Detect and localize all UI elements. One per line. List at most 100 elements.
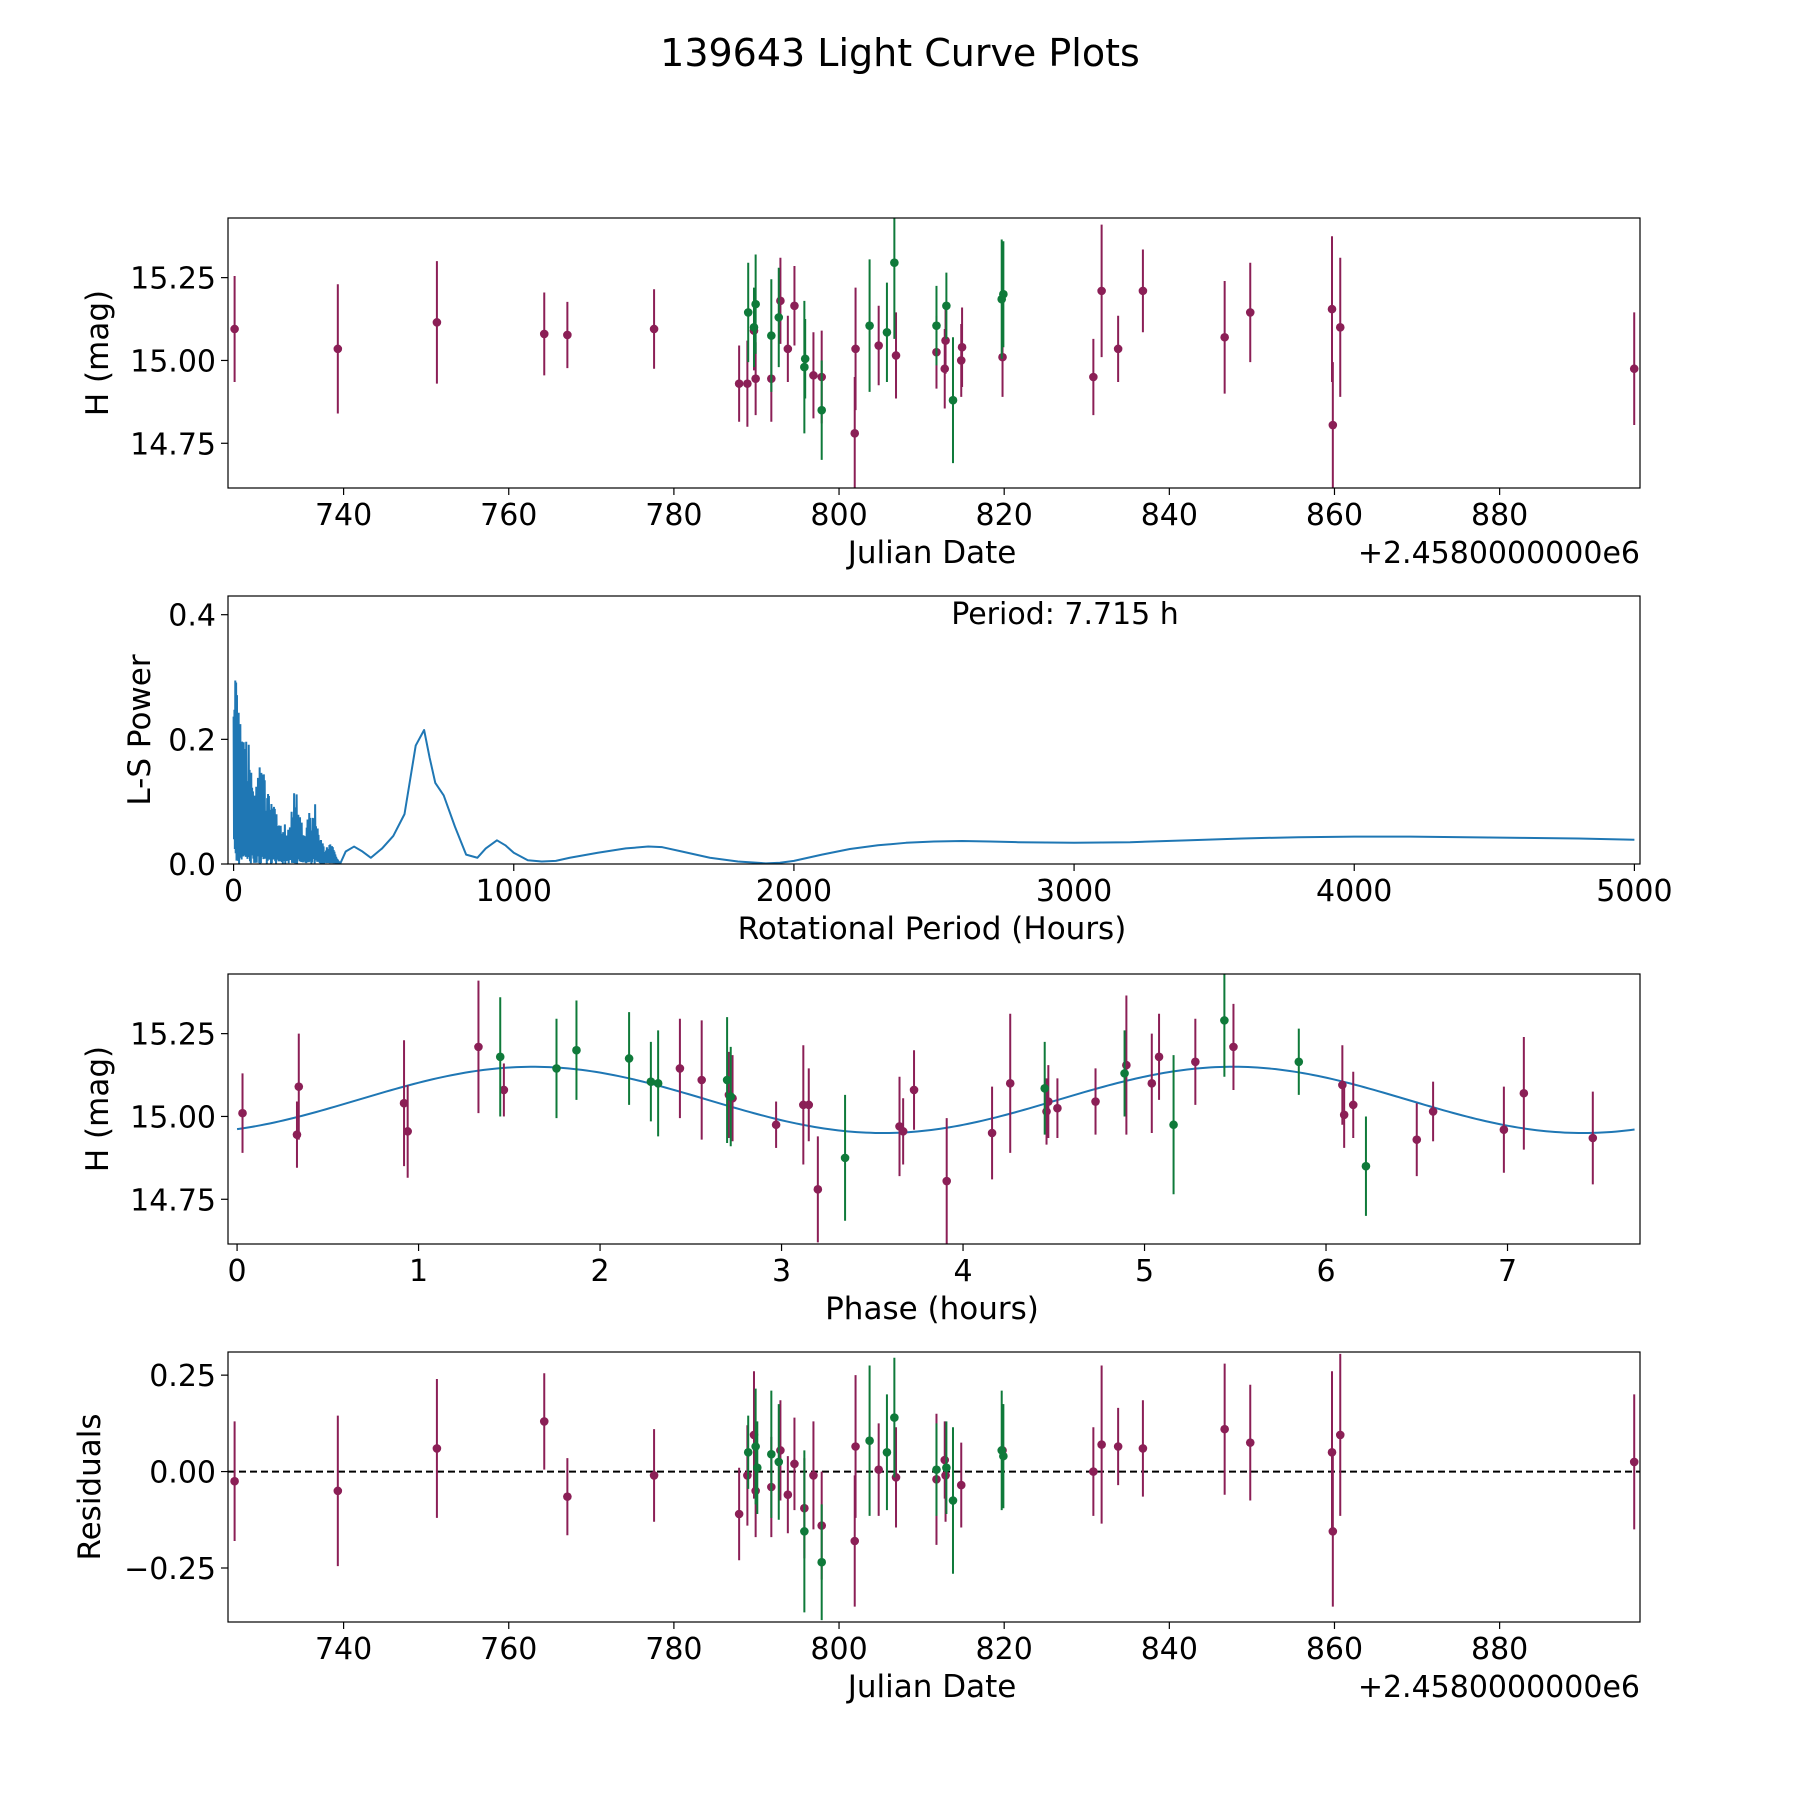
data-marker: [1169, 1120, 1178, 1130]
data-marker: [1361, 1161, 1371, 1171]
data-marker: [891, 351, 901, 360]
data-point: [539, 1373, 549, 1470]
residuals-plot-area: [228, 1353, 1640, 1621]
x-tick-label: 800: [810, 1632, 867, 1667]
data-point: [1245, 262, 1255, 363]
data-point: [1169, 1055, 1178, 1195]
data-marker: [333, 1486, 343, 1496]
data-point: [1499, 1086, 1509, 1173]
data-marker: [1629, 1457, 1639, 1467]
data-point: [1040, 1041, 1050, 1135]
x-tick-label: 0: [224, 874, 243, 909]
x-tick-label: 880: [1471, 1632, 1528, 1667]
data-point: [1339, 1081, 1349, 1148]
data-point: [1629, 312, 1639, 426]
data-point: [851, 1375, 860, 1518]
data-point: [767, 279, 776, 392]
y-tick-label: 15.00: [130, 344, 216, 379]
data-point: [774, 1404, 784, 1520]
x-tick-label: 740: [315, 1632, 372, 1667]
data-marker: [932, 1465, 941, 1474]
data-point: [649, 289, 659, 369]
data-marker: [734, 1509, 744, 1519]
x-offset-label: +2.4580000000e6: [1358, 1670, 1640, 1705]
data-marker: [1138, 286, 1148, 296]
data-marker: [851, 1442, 860, 1451]
x-tick-label: 6: [1316, 1254, 1335, 1289]
data-marker: [809, 371, 818, 380]
data-marker: [722, 1075, 732, 1085]
data-point: [800, 1450, 809, 1613]
data-point: [890, 1357, 899, 1478]
data-point: [1328, 362, 1338, 488]
x-tick-label: 1000: [476, 874, 552, 909]
data-point: [1335, 1353, 1345, 1516]
x-tick-label: 4: [953, 1254, 972, 1289]
series-line-power: [339, 729, 1635, 864]
data-marker: [774, 1457, 784, 1467]
data-marker: [987, 1128, 997, 1138]
data-marker: [882, 327, 892, 337]
data-marker: [646, 1077, 656, 1086]
light-curve-plot-area: [230, 218, 1639, 488]
data-marker: [495, 1052, 505, 1062]
y-tick-label: 0.25: [149, 1359, 216, 1394]
residuals-panel: 740 760 780 800 820 840 860 880 −0.25 0.00 0.25 Jul…: [72, 1351, 1641, 1705]
data-point: [1089, 1427, 1098, 1516]
data-marker: [1220, 1424, 1229, 1434]
data-marker: [1412, 1135, 1422, 1144]
data-marker: [783, 1490, 793, 1500]
data-point: [865, 1365, 874, 1516]
data-point: [865, 259, 874, 392]
y-tick-label: 15.25: [130, 1018, 216, 1053]
data-marker: [942, 301, 951, 311]
data-point: [790, 266, 799, 346]
data-point: [932, 285, 941, 366]
data-point: [1191, 1018, 1200, 1105]
data-point: [813, 1136, 823, 1243]
data-marker: [1042, 1107, 1051, 1116]
data-marker: [552, 1064, 561, 1073]
data-point: [1519, 1036, 1529, 1150]
data-point: [1328, 1456, 1338, 1607]
data-marker: [1113, 344, 1123, 354]
data-marker: [1154, 1052, 1164, 1062]
data-marker: [865, 1436, 874, 1446]
data-point: [1588, 1091, 1598, 1185]
data-marker: [563, 1492, 572, 1501]
data-point: [1348, 1071, 1358, 1138]
data-marker: [539, 329, 549, 339]
data-marker: [1327, 304, 1337, 314]
data-point: [898, 1098, 908, 1165]
data-marker: [292, 1130, 302, 1139]
data-point: [734, 345, 744, 422]
data-point: [1412, 1103, 1422, 1177]
data-marker: [865, 321, 874, 330]
x-axis-label: Julian Date: [846, 535, 1017, 571]
x-tick-label: 760: [480, 1632, 537, 1667]
y-tick-label: 0.4: [168, 599, 216, 634]
data-point: [1113, 1407, 1123, 1486]
data-marker: [1245, 308, 1255, 317]
data-point: [840, 1094, 850, 1221]
data-marker: [653, 1079, 663, 1088]
data-marker: [649, 1471, 659, 1480]
y-tick-label: 15.25: [130, 262, 216, 297]
data-point: [399, 1040, 409, 1167]
x-tick-label: 3000: [1036, 874, 1112, 909]
data-marker: [783, 344, 793, 354]
x-tick-label: 800: [810, 498, 867, 533]
data-point: [999, 1404, 1008, 1509]
data-point: [294, 1033, 304, 1140]
x-tick-label: 840: [1141, 1632, 1198, 1667]
data-marker: [726, 1092, 736, 1101]
data-marker: [932, 321, 941, 330]
x-tick-label: 2000: [756, 874, 832, 909]
x-tick-label: 860: [1306, 498, 1363, 533]
data-marker: [1220, 332, 1229, 342]
data-point: [800, 319, 810, 399]
data-point: [333, 1415, 343, 1567]
data-point: [563, 1458, 572, 1536]
y-tick-label: 15.00: [130, 1100, 216, 1135]
data-point: [891, 312, 901, 399]
